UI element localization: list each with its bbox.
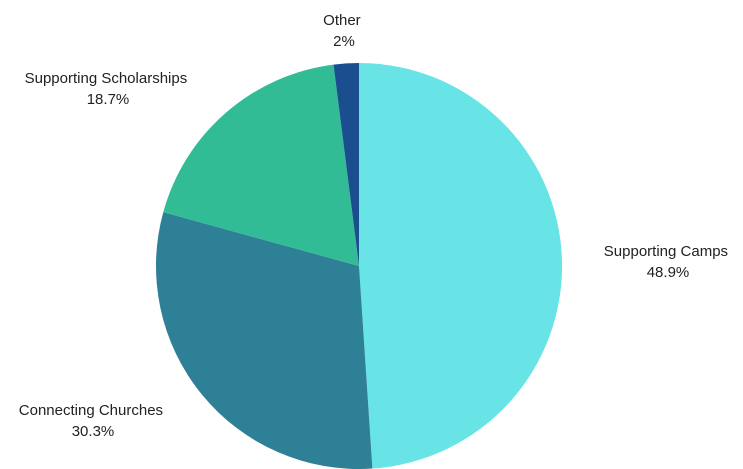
slice-percent-other: 2% <box>333 33 355 50</box>
slice-name-supporting-camps: Supporting Camps <box>604 243 728 260</box>
slice-name-other: Other <box>323 12 361 29</box>
slice-percent-supporting-scholarships: 18.7% <box>87 91 130 108</box>
pie-slices <box>156 62 563 469</box>
slice-name-connecting-churches: Connecting Churches <box>19 402 163 419</box>
slice-label-supporting-camps: Supporting Camps 48.9% <box>604 243 732 281</box>
pie-slice-supporting-scholarships <box>163 64 359 266</box>
pie-labels: Supporting Camps 48.9% Connecting Church… <box>19 12 732 440</box>
slice-name-supporting-scholarships: Supporting Scholarships <box>25 70 188 87</box>
slice-percent-supporting-camps: 48.9% <box>647 264 690 281</box>
slice-label-connecting-churches: Connecting Churches 30.3% <box>19 402 167 440</box>
pie-slice-supporting-camps <box>359 62 563 469</box>
pie-slice-other <box>333 63 359 266</box>
slice-label-other: Other 2% <box>323 12 365 50</box>
slice-percent-connecting-churches: 30.3% <box>72 423 115 440</box>
slice-label-supporting-scholarships: Supporting Scholarships 18.7% <box>25 70 192 108</box>
pie-slice-connecting-churches <box>156 212 373 469</box>
